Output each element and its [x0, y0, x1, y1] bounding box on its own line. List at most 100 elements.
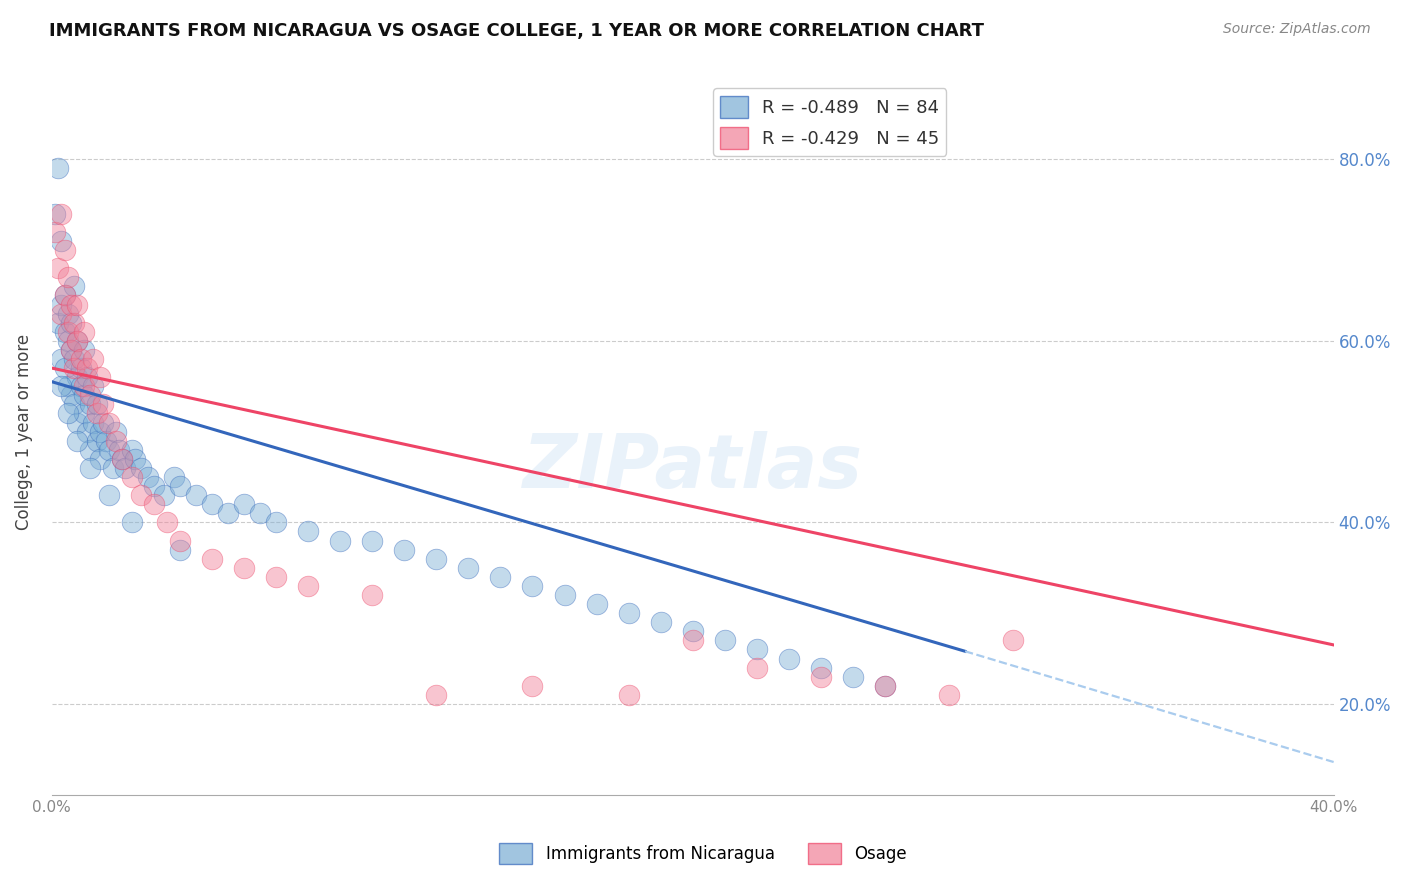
Point — [201, 551, 224, 566]
Point — [44, 207, 66, 221]
Point — [44, 225, 66, 239]
Point — [713, 633, 735, 648]
Point — [131, 488, 153, 502]
Point — [111, 451, 134, 466]
Point — [121, 442, 143, 457]
Point — [56, 379, 79, 393]
Point — [156, 516, 179, 530]
Point — [249, 506, 271, 520]
Point — [53, 243, 76, 257]
Point — [51, 307, 73, 321]
Point — [82, 379, 104, 393]
Point — [873, 679, 896, 693]
Point — [121, 470, 143, 484]
Point — [69, 351, 91, 366]
Text: ZIPatlas: ZIPatlas — [523, 432, 863, 504]
Point — [264, 570, 287, 584]
Point — [1002, 633, 1025, 648]
Point — [124, 451, 146, 466]
Point — [233, 561, 256, 575]
Point — [53, 288, 76, 302]
Point — [69, 361, 91, 376]
Point — [810, 670, 832, 684]
Point — [59, 343, 82, 357]
Point — [101, 461, 124, 475]
Point — [63, 361, 86, 376]
Point — [184, 488, 207, 502]
Point — [297, 524, 319, 539]
Point — [650, 615, 672, 630]
Point — [104, 434, 127, 448]
Point — [361, 533, 384, 548]
Point — [66, 434, 89, 448]
Point — [522, 579, 544, 593]
Point — [46, 161, 69, 176]
Point — [76, 361, 98, 376]
Point — [98, 416, 121, 430]
Point — [73, 388, 96, 402]
Point — [264, 516, 287, 530]
Point — [153, 488, 176, 502]
Point — [169, 479, 191, 493]
Point — [394, 542, 416, 557]
Point — [79, 388, 101, 402]
Point — [66, 334, 89, 348]
Point — [82, 416, 104, 430]
Point — [89, 451, 111, 466]
Point — [131, 461, 153, 475]
Point — [89, 425, 111, 439]
Point — [79, 397, 101, 411]
Point — [91, 416, 114, 430]
Point — [136, 470, 159, 484]
Point — [66, 297, 89, 311]
Point — [745, 642, 768, 657]
Point — [98, 442, 121, 457]
Point — [46, 261, 69, 276]
Point — [169, 542, 191, 557]
Point — [53, 325, 76, 339]
Y-axis label: College, 1 year or more: College, 1 year or more — [15, 334, 32, 530]
Point — [51, 207, 73, 221]
Point — [56, 325, 79, 339]
Point — [682, 624, 704, 639]
Point — [73, 379, 96, 393]
Text: IMMIGRANTS FROM NICARAGUA VS OSAGE COLLEGE, 1 YEAR OR MORE CORRELATION CHART: IMMIGRANTS FROM NICARAGUA VS OSAGE COLLE… — [49, 22, 984, 40]
Point — [617, 606, 640, 620]
Point — [108, 442, 131, 457]
Point — [938, 688, 960, 702]
Point — [63, 279, 86, 293]
Point — [682, 633, 704, 648]
Point — [56, 407, 79, 421]
Point — [73, 407, 96, 421]
Point — [51, 379, 73, 393]
Point — [217, 506, 239, 520]
Point — [63, 316, 86, 330]
Point — [76, 425, 98, 439]
Point — [86, 434, 108, 448]
Point — [121, 516, 143, 530]
Point — [329, 533, 352, 548]
Point — [297, 579, 319, 593]
Point — [63, 351, 86, 366]
Point — [56, 307, 79, 321]
Text: Source: ZipAtlas.com: Source: ZipAtlas.com — [1223, 22, 1371, 37]
Point — [66, 370, 89, 384]
Point — [522, 679, 544, 693]
Point — [51, 297, 73, 311]
Point — [98, 488, 121, 502]
Point — [111, 451, 134, 466]
Point — [69, 379, 91, 393]
Point — [46, 316, 69, 330]
Point — [143, 479, 166, 493]
Point — [873, 679, 896, 693]
Point — [51, 234, 73, 248]
Point — [89, 370, 111, 384]
Point — [425, 688, 447, 702]
Point — [457, 561, 479, 575]
Point — [53, 288, 76, 302]
Point — [59, 316, 82, 330]
Point — [66, 416, 89, 430]
Point — [66, 334, 89, 348]
Point — [86, 397, 108, 411]
Point — [162, 470, 184, 484]
